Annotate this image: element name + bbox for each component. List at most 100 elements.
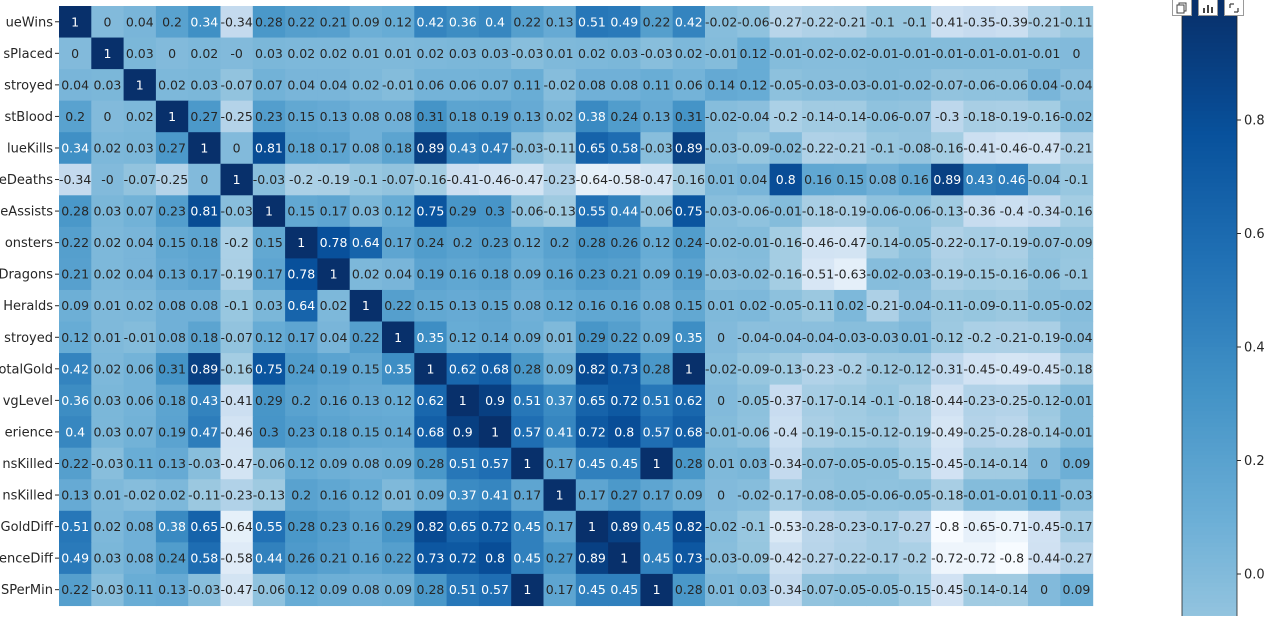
heatmap-cell bbox=[478, 132, 512, 165]
cell-value-label: 0.02 bbox=[740, 298, 768, 313]
cell-value-label: 0.65 bbox=[190, 519, 218, 534]
heatmap-cell bbox=[155, 510, 189, 543]
cell-value-label: -0.19 bbox=[220, 267, 252, 282]
heatmap-cell bbox=[123, 163, 157, 196]
cell-value-label: -0.16 bbox=[1060, 204, 1092, 219]
heatmap-cell bbox=[608, 510, 641, 543]
cell-value-label: -0.06 bbox=[963, 77, 995, 92]
row-tick-label: lueKills bbox=[7, 141, 53, 156]
cell-value-label: 0.62 bbox=[675, 393, 703, 408]
colorbar-segment bbox=[1182, 319, 1237, 324]
cell-value-label: -0.27 bbox=[770, 14, 802, 29]
heatmap-cell bbox=[801, 69, 835, 102]
heatmap-cell bbox=[478, 100, 512, 133]
cell-value-label: 0.22 bbox=[61, 582, 89, 597]
heatmap-cell bbox=[511, 6, 545, 39]
colorbar-segment bbox=[1182, 459, 1237, 464]
cell-value-label: 0.12 bbox=[255, 330, 283, 345]
heatmap-cell bbox=[446, 195, 480, 228]
expand-button[interactable] bbox=[1224, 0, 1244, 16]
heatmap-cell bbox=[188, 289, 222, 323]
colorbar-tick-label: 0.2 bbox=[1244, 454, 1265, 469]
cell-value-label: 1 bbox=[523, 582, 531, 597]
cell-value-label: -0.45 bbox=[1028, 361, 1060, 376]
cell-value-label: -0.03 bbox=[511, 46, 543, 61]
heatmap-cell bbox=[414, 258, 448, 291]
cell-value-label: -0.16 bbox=[1028, 109, 1060, 124]
cell-value-label: -0.05 bbox=[834, 582, 866, 597]
cell-value-label: 0.19 bbox=[417, 267, 445, 282]
cell-value-label: 0.42 bbox=[417, 14, 445, 29]
heatmap-cell bbox=[640, 132, 674, 165]
heatmap-cell bbox=[349, 479, 383, 512]
cell-value-label: 0.09 bbox=[546, 361, 574, 376]
cell-value-label: 0.03 bbox=[126, 46, 154, 61]
cell-value-label: 0.01 bbox=[384, 46, 412, 61]
heatmap-cell bbox=[414, 542, 448, 575]
heatmap-cell bbox=[155, 69, 189, 102]
heatmap-cell bbox=[834, 384, 868, 417]
cell-value-label: 0.08 bbox=[578, 77, 606, 92]
cell-value-label: 1 bbox=[523, 456, 531, 471]
cell-value-label: 0.89 bbox=[610, 519, 638, 534]
heatmap-cell bbox=[608, 447, 641, 480]
cell-value-label: 1 bbox=[103, 46, 111, 61]
colorbar-segment bbox=[1182, 303, 1237, 308]
heatmap-cell bbox=[285, 6, 318, 39]
heatmap-cell bbox=[898, 195, 932, 228]
cell-value-label: -0.13 bbox=[543, 204, 575, 219]
copy-button[interactable] bbox=[1172, 0, 1192, 16]
cell-value-label: 0 bbox=[103, 109, 111, 124]
heatmap-cell bbox=[382, 258, 415, 291]
heatmap-cell bbox=[801, 37, 835, 70]
heatmap-cell bbox=[349, 573, 383, 607]
heatmap-cell bbox=[898, 289, 932, 323]
cell-value-label: 0.08 bbox=[352, 456, 380, 471]
heatmap-cell bbox=[672, 479, 706, 512]
cell-value-label: -0.01 bbox=[931, 46, 963, 61]
heatmap-cell bbox=[931, 321, 964, 354]
heatmap-cell bbox=[511, 37, 545, 70]
row-tick-label: Dragons bbox=[0, 268, 53, 283]
heatmap-cell bbox=[188, 384, 222, 417]
heatmap-cell bbox=[1060, 69, 1094, 102]
colorbar-segment bbox=[1182, 23, 1237, 28]
heatmap-cell bbox=[995, 542, 1029, 575]
heatmap-cell bbox=[155, 479, 189, 512]
colorbar-segment bbox=[1182, 299, 1237, 304]
heatmap-cell bbox=[155, 163, 189, 196]
cell-value-label: -0.53 bbox=[770, 519, 802, 534]
cell-value-label: 1 bbox=[233, 172, 241, 187]
cell-value-label: -0.05 bbox=[834, 456, 866, 471]
heatmap-cell bbox=[1028, 163, 1061, 196]
heatmap-cell bbox=[478, 353, 512, 386]
heatmap-cell bbox=[1028, 384, 1061, 417]
colorbar-segment bbox=[1182, 155, 1237, 160]
cell-value-label: 0.81 bbox=[190, 204, 218, 219]
cell-value-label: 0.07 bbox=[126, 424, 154, 439]
cell-value-label: 0.12 bbox=[384, 393, 412, 408]
cell-value-label: -0.16 bbox=[931, 140, 963, 155]
cell-value-label: -0.06 bbox=[996, 77, 1028, 92]
cell-value-label: 0.2 bbox=[453, 235, 473, 250]
cell-value-label: 0.51 bbox=[61, 519, 89, 534]
cell-value-label: 0.03 bbox=[740, 456, 768, 471]
heatmap-cell bbox=[543, 479, 577, 512]
heatmap-cell bbox=[640, 226, 674, 259]
cell-value-label: 0.02 bbox=[352, 77, 380, 92]
heatmap-cell bbox=[995, 573, 1029, 607]
colorbar-segment bbox=[1182, 543, 1237, 548]
cell-value-label: 0.21 bbox=[320, 14, 348, 29]
cell-value-label: -0.23 bbox=[220, 488, 252, 503]
cell-value-label: 0.55 bbox=[255, 519, 283, 534]
colorbar-segment bbox=[1182, 103, 1237, 108]
heatmap-cell bbox=[705, 132, 738, 165]
heatmap-cell bbox=[769, 353, 803, 386]
cell-value-label: 0.34 bbox=[61, 140, 89, 155]
cell-value-label: 0.03 bbox=[94, 77, 122, 92]
cell-value-label: 0.13 bbox=[352, 393, 380, 408]
cell-value-label: 0.4 bbox=[485, 14, 505, 29]
chart-button[interactable] bbox=[1198, 0, 1218, 16]
heatmap-cell bbox=[317, 479, 351, 512]
cell-value-label: 0.22 bbox=[61, 456, 89, 471]
